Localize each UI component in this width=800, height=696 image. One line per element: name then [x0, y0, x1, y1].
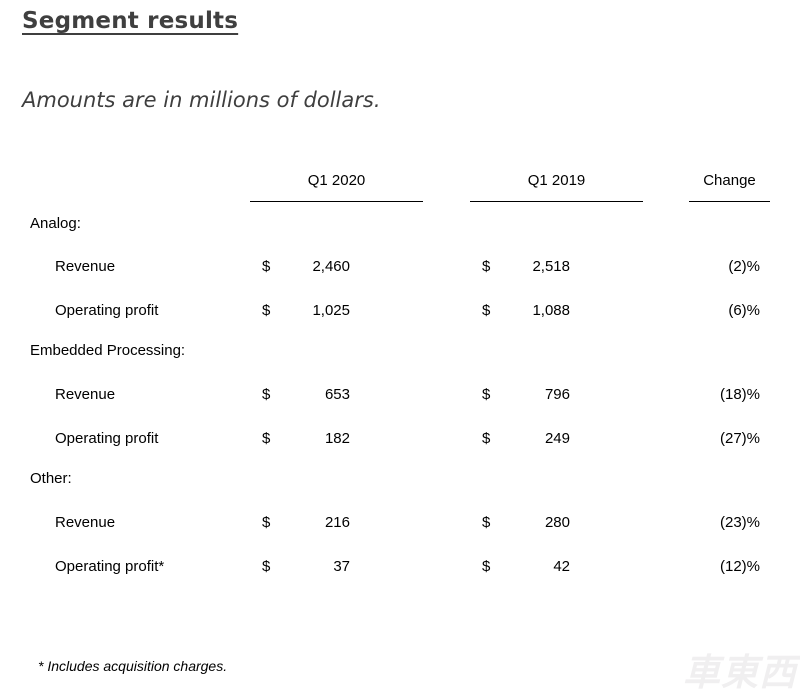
row-label: Revenue — [55, 258, 116, 275]
value-q1-2020: 1,025 — [312, 302, 350, 319]
value-change: (2)% — [728, 258, 760, 275]
row-label: Revenue — [55, 386, 116, 403]
value-change: (23)% — [719, 514, 760, 531]
column-header-q1-2020: Q1 2020 — [250, 168, 423, 202]
value-q1-2020: 216 — [324, 514, 350, 531]
dollar-sign: $ — [482, 558, 491, 575]
value-change: (12)% — [719, 558, 760, 575]
dollar-sign: $ — [262, 430, 271, 447]
section-label: Other: — [30, 470, 72, 487]
dollar-sign: $ — [482, 430, 491, 447]
footnote: * Includes acquisition charges. — [38, 658, 228, 674]
table-row-analog-operating-profit: Operating profit $ 1,025 $ 1,088 (6)% — [0, 302, 800, 320]
section-label: Embedded Processing: — [30, 342, 186, 359]
row-label: Operating profit — [55, 302, 159, 319]
dollar-sign: $ — [262, 258, 271, 275]
dollar-sign: $ — [262, 558, 271, 575]
watermark-logo: 車東西 — [683, 651, 797, 694]
dollar-sign: $ — [482, 514, 491, 531]
value-q1-2020: 37 — [333, 558, 350, 575]
row-label: Revenue — [55, 514, 116, 531]
value-q1-2019: 2,518 — [532, 258, 570, 275]
dollar-sign: $ — [262, 302, 271, 319]
section-label: Analog: — [30, 215, 81, 232]
row-label: Operating profit* — [55, 558, 165, 575]
value-q1-2019: 42 — [553, 558, 570, 575]
table-row-section-other: Other: — [0, 470, 800, 488]
column-header-label: Change — [703, 172, 756, 189]
dollar-sign: $ — [482, 258, 491, 275]
column-header-change: Change — [689, 168, 770, 202]
dollar-sign: $ — [482, 302, 491, 319]
column-header-q1-2019: Q1 2019 — [470, 168, 643, 202]
value-q1-2019: 249 — [544, 430, 570, 447]
page-title: Segment results — [22, 8, 239, 34]
dollar-sign: $ — [482, 386, 491, 403]
value-q1-2019: 1,088 — [532, 302, 570, 319]
page-subtitle: Amounts are in millions of dollars. — [22, 88, 381, 112]
table-row-embedded-operating-profit: Operating profit $ 182 $ 249 (27)% — [0, 430, 800, 448]
table-row-other-operating-profit: Operating profit* $ 37 $ 42 (12)% — [0, 558, 800, 576]
value-q1-2020: 653 — [324, 386, 350, 403]
value-q1-2019: 280 — [544, 514, 570, 531]
value-change: (6)% — [728, 302, 760, 319]
table-row-other-revenue: Revenue $ 216 $ 280 (23)% — [0, 514, 800, 532]
row-label: Operating profit — [55, 430, 159, 447]
column-header-label: Q1 2020 — [307, 172, 366, 189]
table-row-section-embedded-processing: Embedded Processing: — [0, 342, 800, 360]
value-change: (27)% — [719, 430, 760, 447]
dollar-sign: $ — [262, 386, 271, 403]
table-row-analog-revenue: Revenue $ 2,460 $ 2,518 (2)% — [0, 258, 800, 276]
dollar-sign: $ — [262, 514, 271, 531]
value-q1-2019: 796 — [544, 386, 570, 403]
value-q1-2020: 182 — [324, 430, 350, 447]
table-row-embedded-revenue: Revenue $ 653 $ 796 (18)% — [0, 386, 800, 404]
table-row-section-analog: Analog: — [0, 215, 800, 233]
column-header-label: Q1 2019 — [527, 172, 586, 189]
value-change: (18)% — [719, 386, 760, 403]
value-q1-2020: 2,460 — [312, 258, 350, 275]
